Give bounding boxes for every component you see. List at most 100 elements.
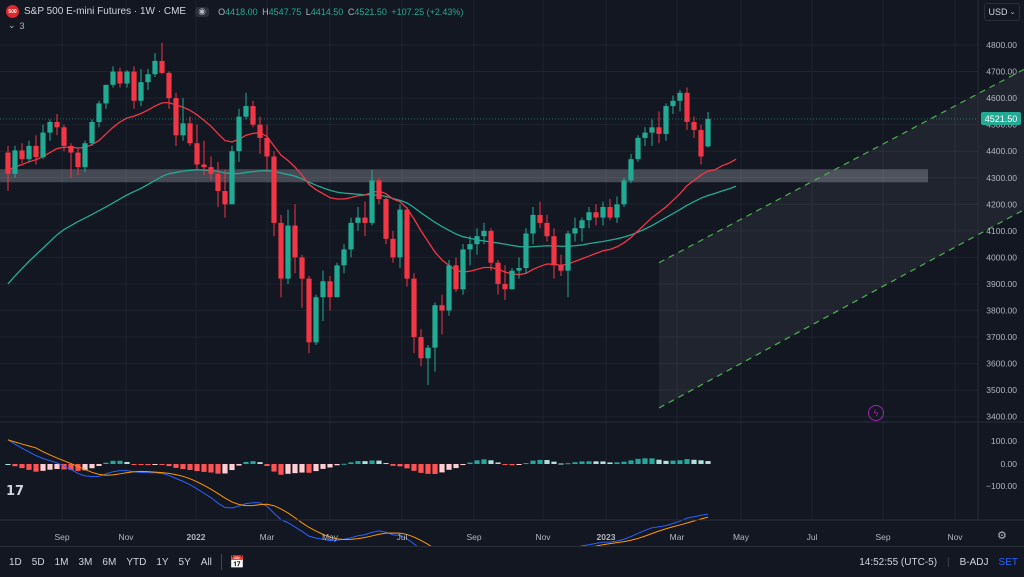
macd-histogram-bar [383,463,389,465]
period-button[interactable]: 1Y [156,556,169,568]
price-axis-label: 3400.00 [986,412,1017,422]
tradingview-logo[interactable]: 17 [6,484,25,499]
period-button[interactable]: 1M [54,556,69,568]
candle [96,100,102,128]
macd-histogram-bar [488,460,494,464]
candle-body [516,268,522,271]
adjustment-toggle[interactable]: B-ADJ [959,556,989,568]
time-axis-label: Nov [535,532,551,542]
candle-body [551,236,557,266]
candle [5,145,11,192]
clock-time[interactable]: 14:52:55 (UTC-5) [859,556,938,568]
time-axis-label: Sep [875,532,890,542]
gear-icon[interactable]: ⚙ [997,530,1007,542]
candle-body [579,220,585,229]
period-button[interactable]: YTD [126,556,147,568]
candle [180,98,186,141]
macd-histogram-bar [691,459,697,464]
low-label: L [305,6,311,17]
candle-body [159,60,165,73]
candle [572,217,578,242]
candle-body [278,222,284,279]
candle [488,228,494,271]
macd-histogram-bar [19,464,25,469]
macd-histogram-bar [173,464,179,468]
trend-channel [658,68,1024,409]
candle [145,68,151,91]
macd-histogram-bar [684,459,690,464]
time-axis-label: 2022 [187,532,206,542]
macd-histogram-bar [607,462,613,464]
candle-body [432,305,438,348]
candle-body [215,173,221,192]
session-toggle[interactable]: SET [998,556,1018,568]
close-value: 4521.50 [354,6,387,17]
currency-selector[interactable]: USD ⌄ [984,3,1020,21]
chevron-down-icon[interactable]: ⌄ [8,20,16,30]
open-value: 4418.00 [225,6,258,17]
candle [544,214,550,242]
macd-histogram-bar [131,464,137,465]
macd-histogram-bar [635,458,641,464]
candle [593,204,599,226]
candle [75,148,81,176]
chevron-down-icon: ⌄ [1009,9,1016,16]
candle-body [313,297,319,343]
period-button[interactable]: 6M [102,556,117,568]
macd-histogram-bar [628,460,634,464]
price-axis-label: 4400.00 [986,146,1017,156]
candle [600,201,606,226]
candle-body [271,156,277,223]
macd-histogram-bar [586,461,592,464]
candle [243,92,249,120]
eye-icon[interactable]: ◉ [195,6,210,17]
currency-label: USD [988,7,1008,17]
lightning-icon[interactable]: ϟ [868,405,884,421]
change-value: +107.25 (+2.43%) [391,6,464,17]
macd-histogram-bar [75,464,81,471]
candle-body [96,103,102,122]
macd-histogram-bar [152,464,158,465]
candle-body [299,257,305,279]
candle-body [705,118,711,147]
candle-body [26,145,32,160]
period-button[interactable]: 1D [9,556,22,568]
calendar-icon[interactable]: 📅 [229,555,245,569]
period-button[interactable]: All [200,556,212,568]
candle [446,260,452,316]
candlestick-series [0,42,978,385]
candle-body [131,71,137,101]
indicators-toggle[interactable]: ⌄ 3 [8,20,25,31]
period-button[interactable]: 5D [31,556,45,568]
candle [257,116,263,154]
macd-histogram-bar [82,464,88,471]
macd-histogram-bar [418,464,424,473]
period-button[interactable]: 3M [78,556,93,568]
symbol-title[interactable]: S&P 500 E-mini Futures · 1W · CME [24,6,187,17]
candle-body [292,225,298,258]
macd-histogram-bar [404,464,410,469]
candle [236,108,242,162]
candle-body [75,152,81,168]
support-zone-rect [0,169,928,183]
candle-body [222,191,228,205]
candle-body [257,124,263,138]
macd-histogram-bar [530,460,536,464]
candle-body [40,132,46,158]
macd-histogram-bar [593,461,599,464]
candle [460,244,466,295]
candle [705,111,711,148]
candle-body [334,265,340,298]
candle-body [670,100,676,107]
macd-histogram-bar [481,459,487,464]
macd-histogram-bar [138,464,144,465]
candle [425,345,431,385]
macd-histogram-bar [201,464,207,472]
period-button[interactable]: 5Y [178,556,191,568]
candle [208,156,214,181]
candle [453,257,459,292]
bottom-toolbar: 1D 5D 1M 3M 6M YTD 1Y 5Y All 📅 14:52:55 (UTC-5) … [0,546,1024,577]
candle-body [649,127,655,133]
symbol-logo: 500 [6,5,19,18]
